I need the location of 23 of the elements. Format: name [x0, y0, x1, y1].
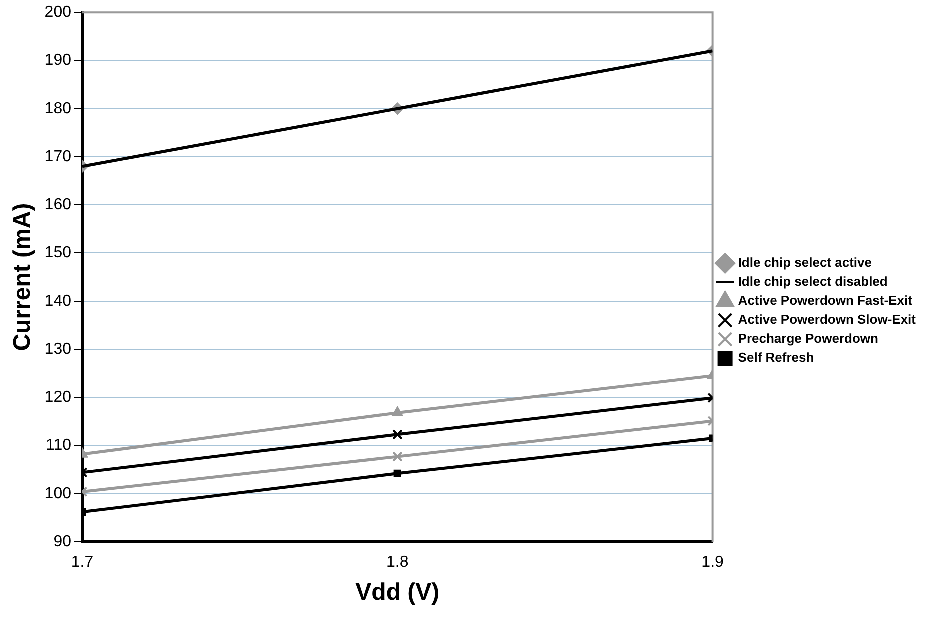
y-tick-label: 180: [44, 100, 72, 118]
y-tick-label: 100: [44, 485, 72, 502]
y-tick-label: 150: [44, 244, 72, 262]
y-tick-label: 170: [44, 148, 72, 166]
legend-label: Active Powerdown Fast-Exit: [738, 293, 914, 308]
y-tick-label: 200: [44, 4, 72, 22]
y-tick-label: 120: [44, 389, 72, 406]
x-tick-label: 1.7: [71, 554, 94, 572]
y-axis-title: Current (mA): [9, 203, 36, 352]
x-tick-label: 1.8: [386, 554, 409, 572]
legend-label: Self Refresh: [738, 350, 814, 366]
x-tick-label: 1.9: [702, 554, 724, 572]
y-tick-label: 130: [44, 340, 72, 358]
y-tick-label: 90: [54, 533, 72, 550]
legend-label: Precharge Powerdown: [738, 331, 879, 346]
legend-label: Idle chip select disabled: [738, 274, 888, 290]
legend-label: Active Powerdown Slow-Exit: [738, 312, 917, 328]
legend-label: Idle chip select active: [738, 255, 872, 270]
y-tick-label: 140: [44, 292, 72, 310]
y-tick-label: 110: [46, 437, 72, 454]
x-axis-title: Vdd (V): [356, 579, 440, 606]
y-tick-label: 160: [44, 196, 72, 214]
y-tick-label: 190: [44, 52, 72, 70]
